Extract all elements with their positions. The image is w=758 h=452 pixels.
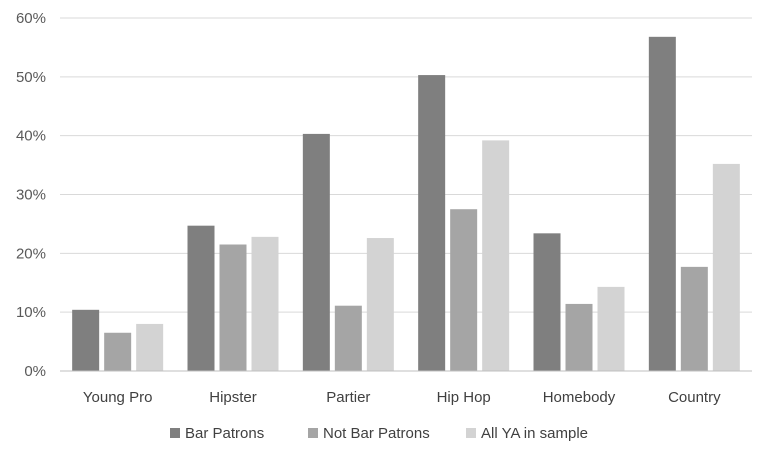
y-tick-label: 0%: [24, 363, 46, 380]
bar: [366, 238, 394, 371]
bar: [712, 163, 740, 371]
y-tick-label: 50%: [16, 69, 46, 86]
bar: [482, 140, 510, 371]
bar: [450, 209, 478, 371]
bar: [104, 332, 132, 371]
bar: [136, 323, 164, 371]
x-category-label: Homebody: [543, 389, 616, 406]
bar: [680, 266, 708, 371]
y-tick-label: 60%: [16, 10, 46, 27]
gridlines: [60, 17, 752, 313]
y-tick-label: 10%: [16, 304, 46, 321]
y-tick-label: 20%: [16, 245, 46, 262]
bar: [219, 244, 247, 371]
x-category-label: Hip Hop: [437, 389, 491, 406]
bar: [597, 286, 625, 371]
y-tick-label: 40%: [16, 128, 46, 145]
x-category-label: Country: [668, 389, 721, 406]
legend-label: All YA in sample: [481, 425, 588, 442]
bar: [334, 305, 362, 371]
legend-label: Bar Patrons: [185, 425, 264, 442]
bar: [72, 309, 100, 371]
bar: [187, 225, 215, 371]
x-axis-category-labels: Young Pro Hipster Partier Hip Hop Homebody Co…: [83, 389, 721, 406]
y-axis-tick-labels: 0% 10% 20% 30% 40% 50% 60%: [16, 10, 46, 380]
bar: [418, 75, 446, 372]
bar: [251, 236, 279, 371]
bar: [533, 233, 561, 371]
bar: [302, 133, 330, 371]
x-category-label: Young Pro: [83, 389, 153, 406]
legend-label: Not Bar Patrons: [323, 425, 430, 442]
x-category-label: Partier: [326, 389, 370, 406]
x-category-label: Hipster: [209, 389, 257, 406]
legend-swatch: [170, 428, 180, 438]
y-tick-label: 30%: [16, 187, 46, 204]
legend: Bar Patrons Not Bar Patrons All YA in samp…: [170, 425, 588, 442]
legend-swatch: [466, 428, 476, 438]
bar: [565, 303, 593, 371]
bars: [72, 36, 740, 372]
legend-swatch: [308, 428, 318, 438]
bar: [648, 36, 676, 372]
